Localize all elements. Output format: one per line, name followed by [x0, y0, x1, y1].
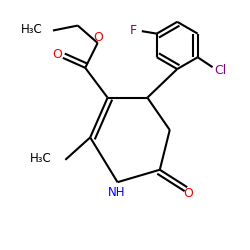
- Text: O: O: [52, 48, 62, 62]
- Text: F: F: [130, 24, 137, 37]
- Text: NH: NH: [108, 186, 125, 198]
- Text: H₃C: H₃C: [30, 152, 52, 165]
- Text: O: O: [184, 187, 193, 200]
- Text: O: O: [94, 31, 103, 44]
- Text: Cl: Cl: [214, 64, 226, 78]
- Text: H₃C: H₃C: [21, 23, 43, 36]
